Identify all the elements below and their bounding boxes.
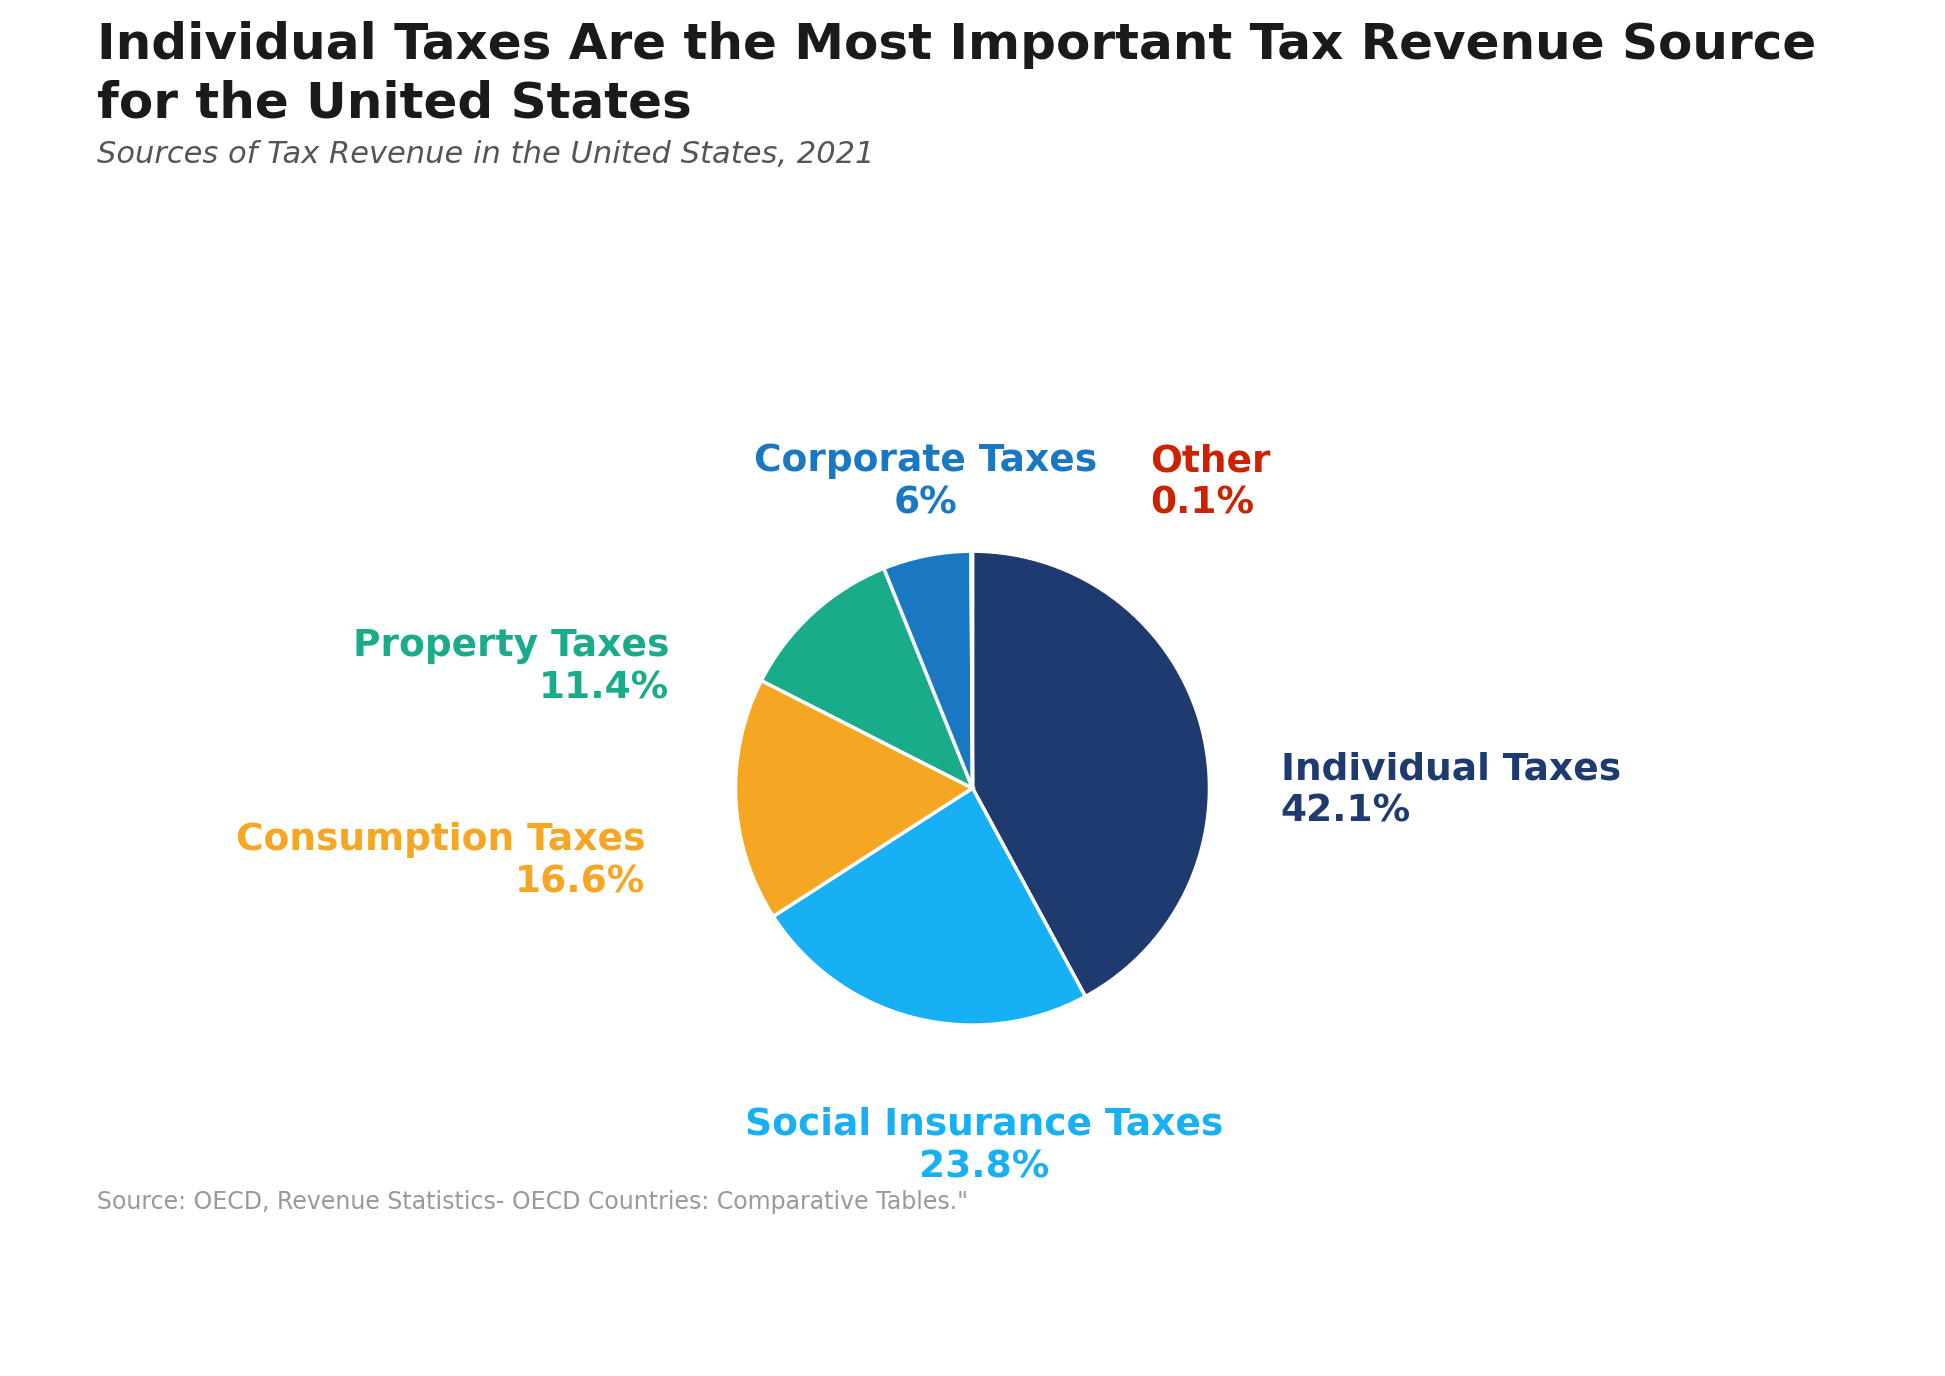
Text: 42.1%: 42.1% <box>1280 794 1410 830</box>
Text: Social Insurance Taxes: Social Insurance Taxes <box>745 1106 1223 1142</box>
Wedge shape <box>760 568 972 788</box>
Text: TAX FOUNDATION: TAX FOUNDATION <box>49 1310 408 1343</box>
Text: Other: Other <box>1149 443 1270 479</box>
Wedge shape <box>774 788 1085 1025</box>
Wedge shape <box>735 681 972 916</box>
Text: Individual Taxes Are the Most Important Tax Revenue Source: Individual Taxes Are the Most Important … <box>97 21 1817 69</box>
Text: Source: OECD, Revenue Statistics- OECD Countries: Comparative Tables.": Source: OECD, Revenue Statistics- OECD C… <box>97 1190 969 1214</box>
Text: Consumption Taxes: Consumption Taxes <box>235 823 646 859</box>
Text: 23.8%: 23.8% <box>920 1149 1050 1185</box>
Wedge shape <box>883 552 972 788</box>
Text: 11.4%: 11.4% <box>539 670 669 707</box>
Text: for the United States: for the United States <box>97 80 692 128</box>
Text: Corporate Taxes: Corporate Taxes <box>753 443 1097 479</box>
Text: Sources of Tax Revenue in the United States, 2021: Sources of Tax Revenue in the United Sta… <box>97 140 875 169</box>
Text: Individual Taxes: Individual Taxes <box>1280 751 1620 787</box>
Text: 6%: 6% <box>893 486 957 522</box>
Wedge shape <box>972 552 1210 996</box>
Text: 16.6%: 16.6% <box>515 866 646 901</box>
Text: Property Taxes: Property Taxes <box>352 627 669 665</box>
Text: @TaxFoundation: @TaxFoundation <box>1562 1310 1896 1343</box>
Text: 0.1%: 0.1% <box>1149 486 1255 522</box>
